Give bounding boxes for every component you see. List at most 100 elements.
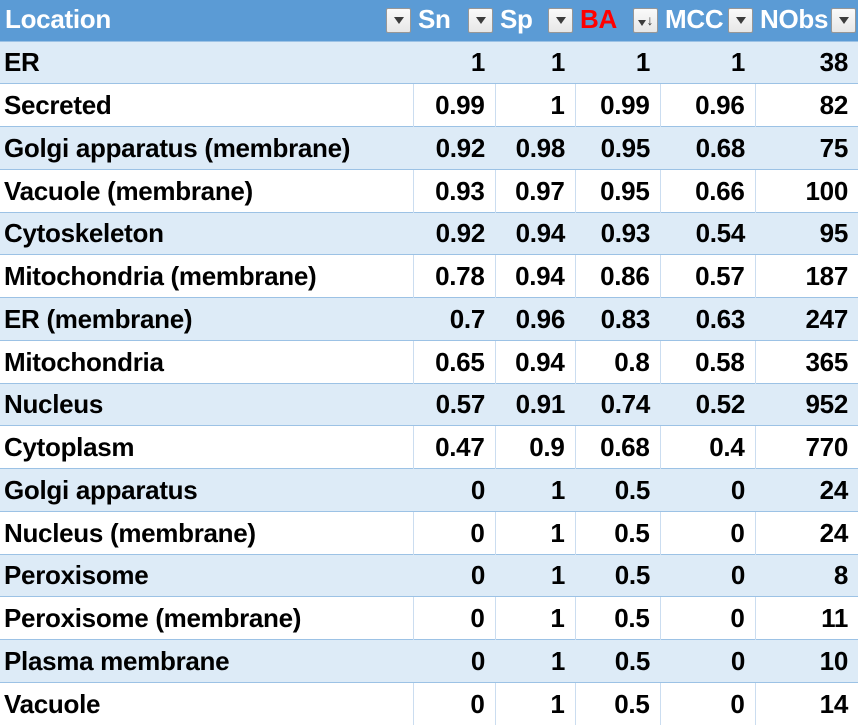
- cell-location[interactable]: Plasma membrane: [0, 639, 413, 683]
- cell-nobs[interactable]: 75: [755, 126, 858, 170]
- cell-ba[interactable]: 0.5: [575, 553, 660, 597]
- cell-sn[interactable]: 0.93: [412, 168, 495, 212]
- cell-ba[interactable]: 0.5: [574, 596, 660, 640]
- cell-ba[interactable]: 0.8: [574, 339, 660, 383]
- cell-location[interactable]: Secreted: [0, 83, 413, 127]
- cell-sp[interactable]: 1: [495, 639, 575, 683]
- cell-sp[interactable]: 0.94: [495, 211, 575, 255]
- cell-mcc[interactable]: 0.68: [660, 126, 755, 170]
- cell-location[interactable]: Peroxisome: [0, 553, 413, 597]
- cell-nobs[interactable]: 952: [755, 382, 858, 426]
- cell-nobs[interactable]: 24: [754, 510, 858, 554]
- cell-nobs[interactable]: 38: [755, 40, 858, 84]
- cell-sn[interactable]: 0.57: [413, 382, 495, 426]
- cell-location[interactable]: Mitochondria: [0, 339, 413, 383]
- cell-location[interactable]: Vacuole: [0, 681, 413, 725]
- cell-mcc[interactable]: 0: [659, 510, 755, 554]
- cell-mcc[interactable]: 0: [659, 596, 755, 640]
- cell-sn[interactable]: 0.78: [412, 254, 495, 298]
- cell-mcc[interactable]: 0.96: [659, 83, 755, 127]
- cell-mcc[interactable]: 0.4: [659, 425, 755, 469]
- cell-sp[interactable]: 0.97: [494, 168, 575, 212]
- cell-sn[interactable]: 0.92: [413, 211, 495, 255]
- cell-nobs[interactable]: 95: [755, 211, 858, 255]
- cell-sn[interactable]: 0.99: [412, 83, 495, 127]
- cell-nobs[interactable]: 365: [754, 339, 858, 383]
- cell-sp[interactable]: 1: [494, 681, 575, 725]
- cell-sp[interactable]: 0.94: [494, 339, 575, 383]
- cell-mcc[interactable]: 0.58: [659, 339, 755, 383]
- cell-mcc[interactable]: 0.54: [660, 211, 755, 255]
- cell-location[interactable]: Mitochondria (membrane): [0, 254, 413, 298]
- cell-location[interactable]: Peroxisome (membrane): [0, 596, 413, 640]
- cell-location[interactable]: Cytoskeleton: [0, 211, 413, 255]
- cell-location[interactable]: Nucleus: [0, 382, 413, 426]
- cell-sn[interactable]: 0.92: [413, 126, 495, 170]
- cell-location[interactable]: Golgi apparatus (membrane): [0, 126, 413, 170]
- filter-button-nobs[interactable]: [831, 7, 856, 33]
- cell-mcc[interactable]: 0: [660, 639, 755, 683]
- cell-sp[interactable]: 1: [495, 40, 575, 84]
- cell-sn[interactable]: 0: [412, 596, 495, 640]
- cell-ba[interactable]: 0.5: [575, 639, 660, 683]
- cell-ba[interactable]: 0.95: [575, 126, 660, 170]
- filter-button-mcc[interactable]: [728, 7, 753, 33]
- cell-nobs[interactable]: 24: [755, 468, 858, 512]
- filter-button-location[interactable]: [386, 7, 411, 33]
- cell-mcc[interactable]: 1: [660, 40, 755, 84]
- cell-nobs[interactable]: 11: [754, 596, 858, 640]
- cell-ba[interactable]: 0.95: [574, 168, 660, 212]
- cell-sn[interactable]: 0: [413, 553, 495, 597]
- cell-location[interactable]: Golgi apparatus: [0, 468, 413, 512]
- cell-nobs[interactable]: 100: [754, 168, 858, 212]
- cell-sp[interactable]: 0.91: [495, 382, 575, 426]
- cell-ba[interactable]: 0.5: [574, 510, 660, 554]
- cell-mcc[interactable]: 0: [660, 553, 755, 597]
- cell-sp[interactable]: 0.94: [494, 254, 575, 298]
- cell-ba[interactable]: 0.74: [575, 382, 660, 426]
- cell-sn[interactable]: 0.65: [412, 339, 495, 383]
- cell-nobs[interactable]: 247: [755, 297, 858, 341]
- cell-ba[interactable]: 1: [575, 40, 660, 84]
- cell-sn[interactable]: 0.7: [413, 297, 495, 341]
- cell-sp[interactable]: 1: [494, 596, 575, 640]
- cell-sp[interactable]: 0.96: [495, 297, 575, 341]
- cell-ba[interactable]: 0.93: [575, 211, 660, 255]
- cell-mcc[interactable]: 0.52: [660, 382, 755, 426]
- cell-nobs[interactable]: 770: [754, 425, 858, 469]
- cell-sp[interactable]: 1: [494, 83, 575, 127]
- cell-ba[interactable]: 0.83: [575, 297, 660, 341]
- cell-sn[interactable]: 0: [412, 681, 495, 725]
- cell-nobs[interactable]: 82: [754, 83, 858, 127]
- cell-location[interactable]: Vacuole (membrane): [0, 168, 413, 212]
- cell-sn[interactable]: 0.47: [412, 425, 495, 469]
- filter-button-ba[interactable]: ↓: [633, 7, 658, 33]
- cell-location[interactable]: ER (membrane): [0, 297, 413, 341]
- cell-nobs[interactable]: 8: [755, 553, 858, 597]
- cell-nobs[interactable]: 10: [755, 639, 858, 683]
- cell-mcc[interactable]: 0: [659, 681, 755, 725]
- filter-button-sn[interactable]: [468, 7, 493, 33]
- cell-nobs[interactable]: 187: [754, 254, 858, 298]
- cell-ba[interactable]: 0.68: [574, 425, 660, 469]
- cell-mcc[interactable]: 0.63: [660, 297, 755, 341]
- cell-ba[interactable]: 0.5: [575, 468, 660, 512]
- cell-sn[interactable]: 0: [412, 510, 495, 554]
- cell-nobs[interactable]: 14: [754, 681, 858, 725]
- filter-button-sp[interactable]: [548, 7, 573, 33]
- cell-sp[interactable]: 0.98: [495, 126, 575, 170]
- cell-mcc[interactable]: 0.57: [659, 254, 755, 298]
- cell-ba[interactable]: 0.86: [574, 254, 660, 298]
- cell-location[interactable]: Cytoplasm: [0, 425, 413, 469]
- cell-ba[interactable]: 0.99: [574, 83, 660, 127]
- cell-mcc[interactable]: 0.66: [659, 168, 755, 212]
- cell-sn[interactable]: 1: [413, 40, 495, 84]
- cell-ba[interactable]: 0.5: [574, 681, 660, 725]
- cell-sp[interactable]: 1: [494, 510, 575, 554]
- cell-location[interactable]: ER: [0, 40, 413, 84]
- cell-sn[interactable]: 0: [413, 468, 495, 512]
- cell-sp[interactable]: 0.9: [494, 425, 575, 469]
- cell-sp[interactable]: 1: [495, 468, 575, 512]
- cell-mcc[interactable]: 0: [660, 468, 755, 512]
- cell-location[interactable]: Nucleus (membrane): [0, 510, 413, 554]
